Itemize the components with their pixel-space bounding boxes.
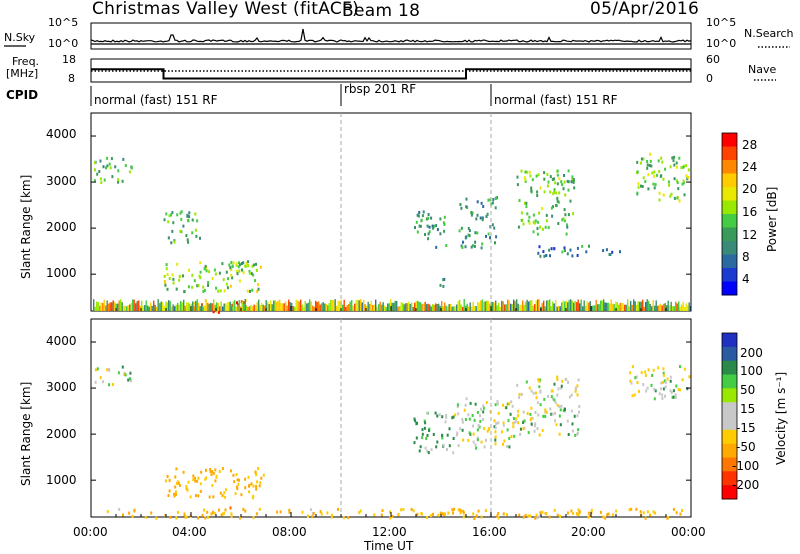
power-patch-5: [229, 260, 255, 276]
power-y-tick-2000: 2000: [46, 220, 77, 234]
station-title: Christmas Valley West (fitACF): [92, 0, 360, 19]
nave-tick-bottom: 0: [706, 72, 713, 85]
n-sky-label: N.Sky: [4, 31, 36, 44]
power-panel-data: [93, 152, 692, 314]
freq-tick-top: 18: [62, 53, 76, 66]
power-scale-tick-24: 24: [742, 160, 758, 174]
vel-scale-tick-50: 50: [740, 383, 756, 397]
velocity-patch-2: [164, 467, 265, 500]
power-patch-7: [439, 277, 446, 288]
velocity-patch-8: [106, 507, 683, 520]
power-patch-10: [636, 152, 690, 203]
x-tick-1600: 16:00: [472, 525, 507, 539]
power-scale-tick-20: 20: [742, 182, 758, 196]
power-scale-tick-28: 28: [742, 138, 758, 152]
vel-scale-tick-minus200: -200: [732, 478, 760, 492]
vel-scale-tick-minus50: -50: [736, 440, 756, 454]
cpid-segment-3: normal (fast) 151 RF: [494, 93, 618, 107]
velocity-patch-1: [94, 365, 133, 387]
x-tick-0800: 08:00: [272, 525, 307, 539]
vel-y-tick-1000: 1000: [46, 473, 77, 487]
x-tick-0400: 04:00: [172, 525, 207, 539]
noise-right-tick-bottom: 10^0: [706, 37, 737, 50]
velocity-patch-6: [516, 375, 581, 437]
x-tick-2000: 20:00: [571, 525, 606, 539]
x-tick-1200: 12:00: [372, 525, 407, 539]
power-patch-1: [93, 156, 133, 185]
velocity-panel-frame: [90, 318, 692, 518]
vel-scale-tick-minus15: -15: [736, 421, 756, 435]
power-patch-11: [537, 244, 621, 258]
cpid-segment-2: rbsp 201 RF: [344, 82, 417, 96]
vel-y-tick-3000: 3000: [46, 380, 77, 394]
velocity-scale-label: Velocity [m s⁻¹]: [774, 371, 788, 465]
power-scale-tick-4: 4: [742, 272, 750, 286]
cpid-label: CPID: [6, 88, 39, 102]
vel-scale-tick-200: 200: [740, 346, 763, 360]
freq-tick-bottom: 8: [68, 72, 75, 85]
vel-scale-tick-15: 15: [740, 402, 756, 416]
power-y-tick-3000: 3000: [46, 174, 77, 188]
power-color-scale: [721, 132, 738, 296]
velocity-patch-4: [413, 411, 455, 455]
beam-label: Beam 18: [342, 1, 421, 21]
power-patch-2: [163, 260, 262, 294]
power-scale-tick-12: 12: [742, 228, 758, 242]
power-patch-3: [163, 210, 201, 245]
vel-scale-tick-minus100: -100: [732, 459, 760, 473]
power-scale-label: Power [dB]: [765, 186, 779, 252]
power-scale-tick-16: 16: [742, 205, 758, 219]
power-scale-tick-8: 8: [742, 250, 750, 264]
power-patch-8: [458, 196, 498, 250]
date-label: 05/Apr/2016: [590, 0, 700, 19]
power-patch-6: [414, 210, 448, 249]
noise-panel-frame: [90, 22, 692, 50]
vel-y-tick-4000: 4000: [46, 334, 77, 348]
vel-scale-tick-100: 100: [740, 364, 763, 378]
x-axis-label: Time UT: [364, 539, 414, 553]
x-tick-2400: 00:00: [671, 525, 706, 539]
power-y-tick-4000: 4000: [46, 127, 77, 141]
nave-label: Nave: [748, 63, 777, 76]
velocity-patch-7: [629, 365, 691, 401]
power-ground-scatter: [93, 299, 692, 311]
velocity-patch-5: [454, 397, 518, 450]
freq-unit-label: [MHz]: [6, 67, 39, 80]
power-y-tick-1000: 1000: [46, 266, 77, 280]
x-tick-0000: 00:00: [73, 525, 108, 539]
velocity-color-scale: [721, 332, 738, 500]
noise-trace: [90, 28, 692, 43]
vel-y-tick-2000: 2000: [46, 427, 77, 441]
noise-left-tick-top: 10^5: [48, 16, 79, 29]
power-patch-9: [516, 169, 576, 236]
cpid-segment-1: normal (fast) 151 RF: [94, 93, 218, 107]
power-y-axis-label: Slant Range [km]: [19, 174, 33, 279]
velocity-panel-data: [94, 365, 691, 520]
freq-label: Freq.: [12, 55, 40, 68]
n-search-label: N.Search: [744, 27, 794, 40]
frequency-trace: [91, 68, 691, 80]
noise-right-tick-top: 10^5: [706, 16, 737, 29]
vel-y-axis-label: Slant Range [km]: [19, 381, 33, 486]
nave-tick-top: 60: [706, 53, 720, 66]
noise-left-tick-bottom: 10^0: [48, 37, 79, 50]
